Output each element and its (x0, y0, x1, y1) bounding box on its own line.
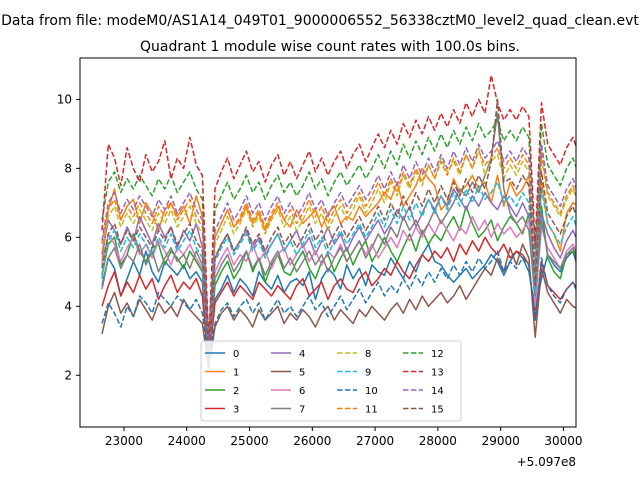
x-axis: 23000 24000 25000 26000 27000 28000 29000 30000 (105, 427, 583, 448)
legend-label: 2 (233, 386, 239, 397)
legend-label: 9 (365, 368, 371, 379)
legend-label: 5 (299, 368, 305, 379)
legend-label: 3 (233, 405, 239, 416)
legend-label: 11 (365, 405, 378, 416)
chart-title: Quadrant 1 module wise count rates with … (140, 39, 520, 55)
plot-frame (79, 57, 577, 428)
y-tick-label: 6 (64, 230, 72, 244)
x-tick-label: 30000 (544, 434, 582, 448)
y-axis: 2 4 6 8 10 (57, 92, 80, 382)
x-tick-label: 24000 (168, 434, 206, 448)
legend-label: 8 (365, 349, 371, 360)
y-tick-label: 10 (57, 92, 72, 106)
x-tick-label: 25000 (230, 434, 268, 448)
legend-label: 15 (431, 405, 444, 416)
legend-label: 10 (365, 386, 378, 397)
legend-label: 6 (299, 386, 305, 397)
x-tick-label: 26000 (293, 434, 331, 448)
y-tick-label: 8 (64, 161, 72, 175)
series-line-8 (101, 146, 576, 356)
legend-frame (200, 340, 462, 422)
x-tick-label: 28000 (419, 434, 457, 448)
x-tick-label: 29000 (482, 434, 520, 448)
x-tick-label: 27000 (356, 434, 394, 448)
x-tick-label: 23000 (105, 434, 143, 448)
legend-label: 4 (299, 349, 305, 360)
x-axis-offset-label: +5.097e8 (517, 455, 576, 469)
y-tick-label: 4 (64, 299, 72, 313)
legend-label: 7 (299, 405, 305, 416)
plot-area: 23000 24000 25000 26000 27000 28000 29000 30000… (57, 57, 583, 469)
legend-label: 1 (233, 368, 239, 379)
series-line-15 (101, 98, 576, 359)
legend-label: 13 (431, 368, 444, 379)
figure-suptitle: Data from file: modeM0/AS1A14_049T01_900… (1, 13, 639, 29)
legend-label: 12 (431, 349, 444, 360)
y-tick-label: 2 (64, 368, 72, 382)
legend-label: 14 (431, 386, 444, 397)
legend-label: 0 (233, 349, 239, 360)
series-line-13 (101, 74, 576, 345)
